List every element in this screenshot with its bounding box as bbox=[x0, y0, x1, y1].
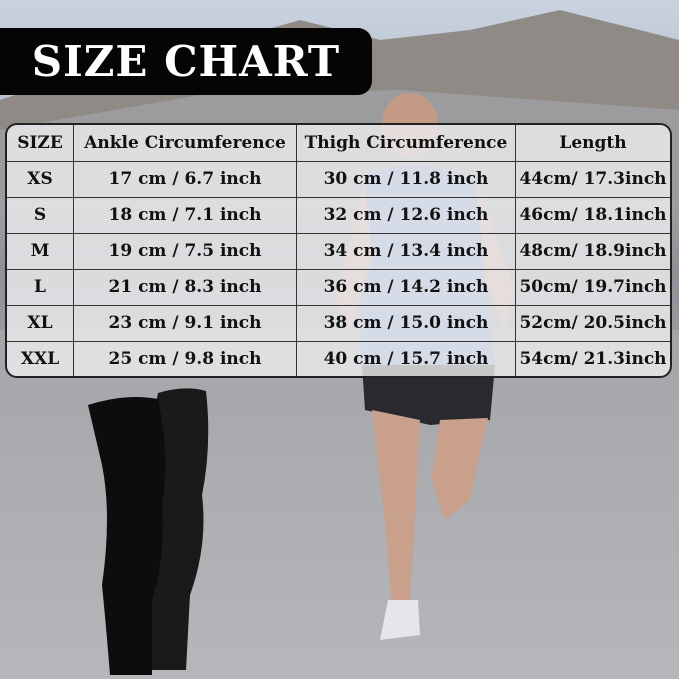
header-size: SIZE bbox=[7, 125, 74, 162]
table-row: M 19 cm / 7.5 inch 34 cm / 13.4 inch 48cm/ … bbox=[7, 233, 670, 270]
cell-thigh: 40 cm / 15.7 inch bbox=[297, 341, 516, 376]
cell-size: XS bbox=[7, 162, 74, 198]
cell-size: XL bbox=[7, 305, 74, 342]
size-chart-title: SIZE CHART bbox=[0, 28, 372, 95]
table-row: XXL 25 cm / 9.8 inch 40 cm / 15.7 inch 54cm… bbox=[7, 341, 670, 376]
cell-ankle: 25 cm / 9.8 inch bbox=[74, 341, 297, 376]
table-header-row: SIZE Ankle Circumference Thigh Circumfer… bbox=[7, 125, 670, 162]
cell-ankle: 19 cm / 7.5 inch bbox=[74, 233, 297, 270]
cell-ankle: 23 cm / 9.1 inch bbox=[74, 305, 297, 342]
table-row: S 18 cm / 7.1 inch 32 cm / 12.6 inch 46cm/ … bbox=[7, 197, 670, 234]
size-chart-table: SIZE Ankle Circumference Thigh Circumfer… bbox=[5, 123, 672, 378]
cell-length: 46cm/ 18.1inch bbox=[516, 198, 670, 234]
header-thigh: Thigh Circumference bbox=[297, 125, 516, 162]
cell-size: L bbox=[7, 269, 74, 306]
cell-ankle: 17 cm / 6.7 inch bbox=[74, 162, 297, 198]
cell-length: 54cm/ 21.3inch bbox=[519, 348, 667, 369]
header-length: Length bbox=[516, 125, 670, 162]
leg-sleeves-image bbox=[88, 388, 209, 675]
cell-size: XXL bbox=[7, 341, 74, 376]
cell-thigh: 30 cm / 11.8 inch bbox=[297, 162, 516, 198]
header-ankle: Ankle Circumference bbox=[74, 125, 297, 162]
cell-ankle: 21 cm / 8.3 inch bbox=[74, 269, 297, 306]
cell-size: S bbox=[7, 197, 74, 234]
cell-length: 44cm/ 17.3inch bbox=[516, 162, 670, 198]
sleeve-front bbox=[88, 397, 166, 675]
cell-length: 52cm/ 20.5inch bbox=[516, 306, 670, 342]
table-row: L 21 cm / 8.3 inch 36 cm / 14.2 inch 50cm/ … bbox=[7, 269, 670, 306]
cell-thigh: 36 cm / 14.2 inch bbox=[297, 269, 516, 306]
cell-size: M bbox=[7, 233, 74, 270]
cell-thigh: 38 cm / 15.0 inch bbox=[297, 305, 516, 342]
cell-ankle: 18 cm / 7.1 inch bbox=[74, 197, 297, 234]
cell-length: 48cm/ 18.9inch bbox=[516, 234, 670, 270]
table-row: XS 17 cm / 6.7 inch 30 cm / 11.8 inch 44cm/… bbox=[7, 162, 670, 198]
cell-thigh: 34 cm / 13.4 inch bbox=[297, 233, 516, 270]
cell-thigh: 32 cm / 12.6 inch bbox=[297, 197, 516, 234]
cell-length: 50cm/ 19.7inch bbox=[516, 270, 670, 306]
table-row: XL 23 cm / 9.1 inch 38 cm / 15.0 inch 52cm/… bbox=[7, 305, 670, 342]
